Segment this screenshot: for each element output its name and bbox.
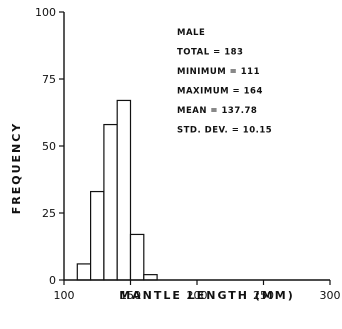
annotation-line: MINIMUM = 111 [177,67,260,77]
annotation-line: MEAN = 137.78 [177,106,257,116]
histogram-bar-110-120 [76,263,92,281]
y-tick-label: 100 [35,6,56,19]
y-tick-label: 0 [49,274,56,287]
y-tick-label: 25 [42,207,56,220]
x-tick-label: 100 [54,289,75,302]
annotation-line: MAXIMUM = 164 [177,87,263,97]
annotation-line: TOTAL = 183 [177,48,243,58]
histogram-bar-160-170 [143,274,158,281]
x-tick-label: 200 [187,289,208,302]
histogram-bar-130-140 [103,123,118,281]
histogram-bar-150-160 [129,233,145,281]
y-axis-label: FREQUENCY [10,122,23,215]
histogram-bar-120-130 [89,190,105,281]
bars-group [76,99,158,281]
histogram-bar-140-150 [116,99,132,281]
x-tick-label: 150 [120,289,141,302]
x-axis-label: MANTLE LENGTH (MM) [119,289,295,302]
y-tick-label: 75 [42,73,56,86]
y-ticks-group: 0 25 50 75 100 [35,6,64,287]
annotation-line: STD. DEV. = 10.15 [177,126,272,136]
statistics-annotation: MALE TOTAL = 183 MINIMUM = 111 MAXIMUM = 16… [177,28,272,136]
x-tick-label: 300 [320,289,341,302]
annotation-line: MALE [177,28,205,38]
y-tick-label: 50 [42,140,56,153]
x-tick-label: 250 [253,289,274,302]
x-ticks-group: 100 150 200 250 300 [54,280,341,302]
